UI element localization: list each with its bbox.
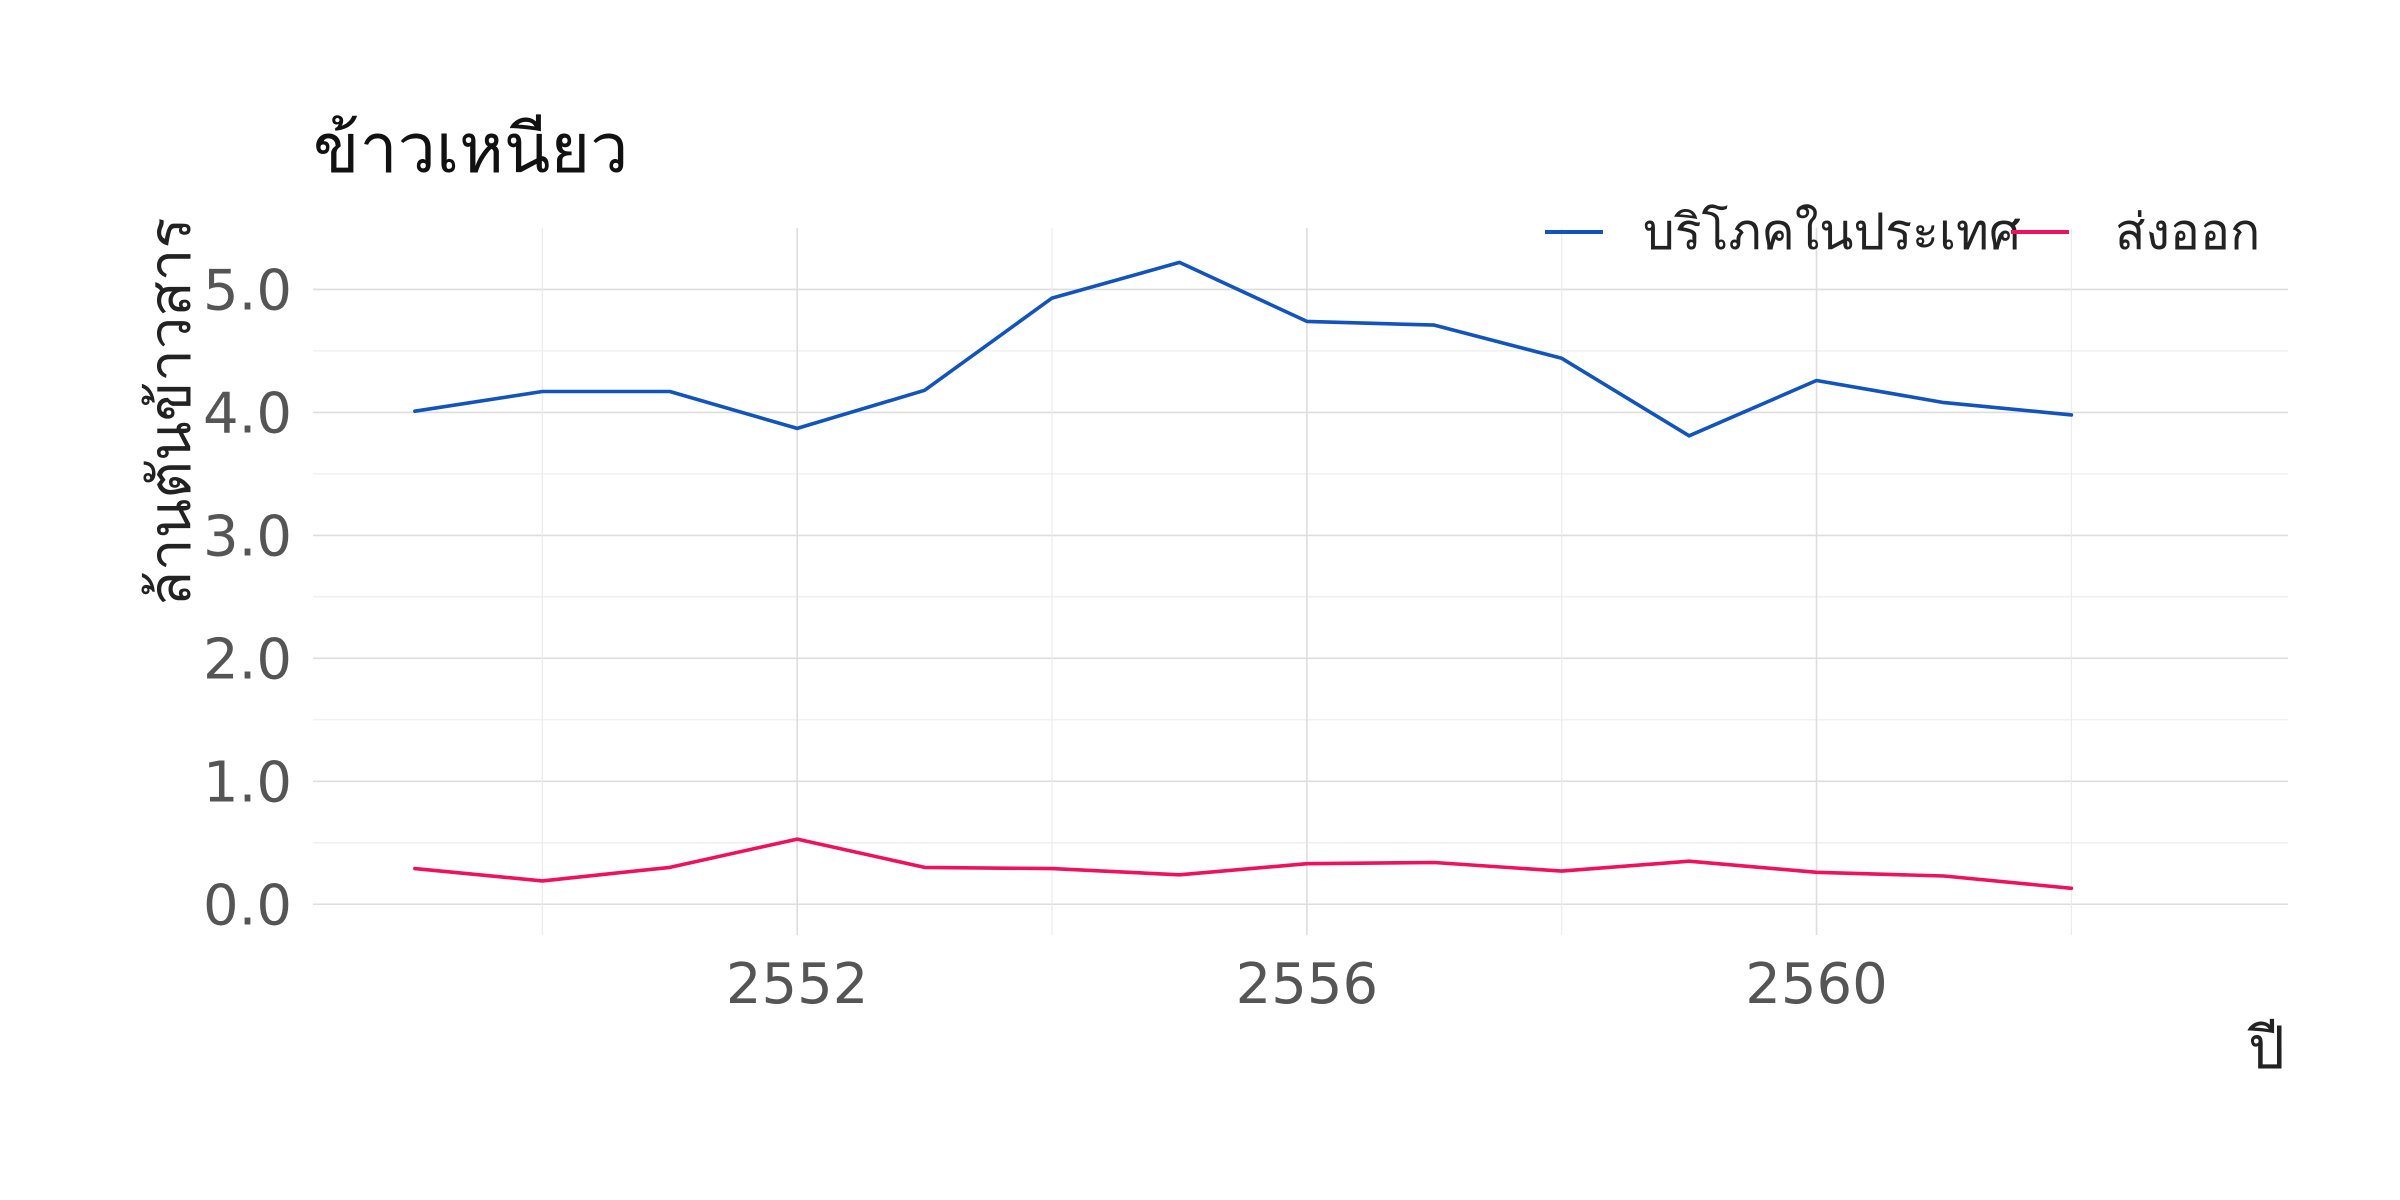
x-tick-label: 2556 <box>1236 952 1379 1017</box>
y-tick-label: 5.0 <box>203 258 292 323</box>
y-tick-label: 0.0 <box>203 873 292 938</box>
legend-label-1: บริโภคในประเทศ <box>1643 203 2021 261</box>
series-lines <box>413 260 2074 891</box>
x-axis-title: ปี <box>2247 1014 2285 1082</box>
y-tick-label: 4.0 <box>203 381 292 446</box>
y-tick-label: 2.0 <box>203 627 292 692</box>
x-tick-label: 2560 <box>1745 952 1888 1017</box>
x-tick-label: 2552 <box>726 952 869 1017</box>
series-line-2 <box>413 837 2074 891</box>
y-axis-title: ล้านตันข้าวสาร <box>136 218 204 607</box>
grid <box>313 228 2288 935</box>
y-axis-ticks: 0.0 1.0 2.0 3.0 4.0 5.0 <box>203 258 292 938</box>
x-axis-ticks: 2552 2556 2560 <box>726 952 1888 1017</box>
legend-label-2: ส่งออก <box>2115 203 2260 261</box>
y-tick-label: 3.0 <box>203 504 292 569</box>
chart-title: ข้าวเหนียว <box>313 110 628 189</box>
y-tick-label: 1.0 <box>203 750 292 815</box>
series-line-1 <box>413 260 2074 438</box>
legend: บริโภคในประเทศ ส่งออก <box>1545 203 2260 261</box>
